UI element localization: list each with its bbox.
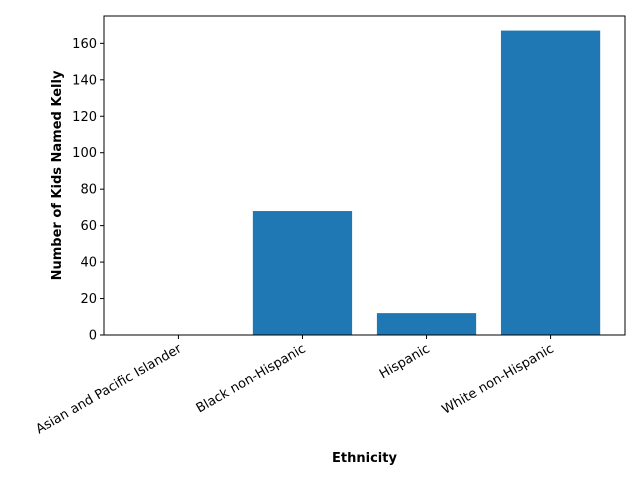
x-tick-label-1: Black non-Hispanic (194, 341, 309, 416)
y-axis-label: Number of Kids Named Kelly (50, 70, 65, 280)
y-tick-label-0: 0 (89, 329, 97, 344)
bars-group (252, 30, 601, 336)
y-axis: 0 20 40 60 80 100 120 140 160 (72, 37, 104, 344)
y-tick-label-5: 100 (72, 146, 97, 161)
y-tick-label-1: 20 (80, 292, 97, 307)
y-tick-label-8: 160 (72, 37, 97, 52)
x-tick-label-0: Asian and Pacific Islander (33, 341, 185, 437)
x-tick-label-2: Hispanic (377, 341, 432, 382)
bar-1 (252, 211, 353, 335)
bar-2 (376, 313, 477, 335)
x-axis: Asian and Pacific Islander Black non-Hisp… (33, 335, 557, 437)
bar-3 (500, 30, 601, 336)
x-tick-label-3: White non-Hispanic (440, 341, 557, 417)
y-tick-label-7: 140 (72, 73, 97, 88)
y-tick-label-6: 120 (72, 110, 97, 125)
y-tick-label-2: 40 (80, 256, 97, 271)
plot-frame (103, 15, 626, 336)
x-axis-label: Ethnicity (332, 451, 397, 466)
y-tick-label-3: 60 (80, 219, 97, 234)
y-tick-label-4: 80 (80, 183, 97, 198)
